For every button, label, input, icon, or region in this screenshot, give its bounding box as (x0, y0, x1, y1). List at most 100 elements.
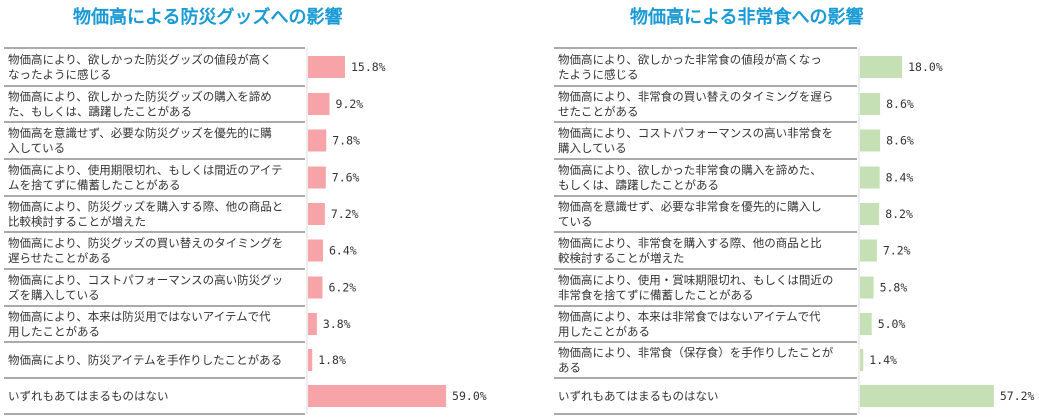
bar (860, 239, 877, 262)
value-label: 7.2% (331, 207, 359, 221)
bar (308, 93, 330, 115)
category-label: 物価高により、防災グッズを購入する際、他の商品と (8, 200, 283, 214)
value-label: 57.2% (1000, 389, 1035, 403)
category-label: ムを捨てずに備蓄したことがある (8, 178, 181, 192)
category-label: たように感じる (558, 68, 639, 82)
value-label: 1.4% (869, 353, 897, 367)
bar (308, 385, 447, 407)
category-label: 物価高により、使用・賞味期限切れ、もしくは間近の (558, 273, 833, 287)
category-label: 物価高により、欲しかった防災グッズの購入を諦め (8, 90, 272, 104)
category-label: 物価高により、防災グッズの買い替えのタイミングを (8, 236, 283, 250)
value-label: 8.4% (886, 171, 914, 185)
bar (308, 313, 317, 335)
category-label: 物価高を意識せず、必要な非常食を優先的に購入し (558, 200, 822, 214)
chart-panel-emergency-food: 物価高による非常食への影響 物価高により、欲しかった非常食の値段が高くなっ たよう… (548, 0, 1039, 418)
bar (308, 166, 326, 189)
category-label: 購入している (558, 141, 627, 155)
bar (860, 93, 881, 115)
category-label: もしくは、躊躇したことがある (558, 178, 719, 192)
bar (308, 56, 345, 78)
category-label: 用したことがある (558, 325, 650, 339)
value-label: 6.4% (329, 244, 357, 258)
bar (308, 129, 327, 152)
category-label: 較検討することが増えた (558, 251, 685, 265)
category-label: 物価高により、コストパフォーマンスの高い防災グッ (8, 273, 283, 287)
bar (308, 349, 313, 371)
chart-title: 物価高による防災グッズへの影響 (73, 7, 343, 28)
category-label: ている (558, 215, 593, 229)
bar (860, 313, 872, 335)
category-label: 入している (8, 141, 65, 155)
chart-svg-disaster-goods: 物価高により、欲しかった防災グッズの値段が高くなったように感じる15.8%物価高… (4, 47, 487, 415)
category-label: ある (558, 361, 581, 375)
bar (308, 276, 323, 299)
bar-row: いずれもあてはまるものはない 59.0% (4, 385, 487, 415)
category-label: なったように感じる (8, 68, 112, 82)
category-label: 物価高により、使用期限切れ、もしくは間近のアイテ (8, 163, 283, 177)
category-label: 物価高により、防災アイテムを手作りしたことがある (8, 353, 282, 367)
value-label: 15.8% (351, 60, 386, 74)
value-label: 7.8% (332, 134, 360, 148)
category-label: せたことがある (558, 105, 639, 119)
value-label: 59.0% (452, 389, 487, 403)
chart-title: 物価高による非常食への影響 (630, 7, 864, 28)
value-label: 5.0% (878, 317, 906, 331)
category-label: 物価高により、本来は防災用ではないアイテムで代 (8, 310, 271, 324)
value-label: 1.8% (318, 353, 346, 367)
value-label: 8.2% (885, 207, 913, 221)
category-label: 物価高により、非常食（保存食）を手作りしたことが (558, 346, 834, 360)
value-label: 5.8% (880, 281, 908, 295)
category-label: 非常食を捨てずに備蓄したことがある (558, 288, 754, 302)
category-label: 比較検討することが増えた (8, 215, 146, 229)
bar-row: 物価高により、防災アイテムを手作りしたことがある 1.8% (4, 349, 346, 379)
category-label: 物価高により、コストパフォーマンスの高い非常食を (558, 126, 833, 140)
bar-row: 物価高により、欲しかった非常食の購入を諦めた、もしくは、躊躇したことがある 8.4… (554, 163, 914, 197)
bar (860, 203, 880, 225)
category-label: 物価高により、欲しかった非常食の購入を諦めた、 (558, 163, 822, 177)
bar (860, 166, 880, 189)
bar (860, 349, 864, 371)
bar (860, 276, 874, 299)
value-label: 8.6% (886, 97, 914, 111)
category-label: いずれもあてはまるものはない (558, 389, 719, 403)
category-label: 遅らせたことがある (8, 251, 111, 265)
value-label: 7.2% (883, 244, 911, 258)
category-label: 物価高により、非常食の買い替えのタイミングを遅ら (558, 90, 833, 104)
value-label: 6.2% (329, 281, 357, 295)
category-label: 物価高により、非常食を購入する際、他の商品と比 (558, 236, 822, 250)
value-label: 18.0% (908, 60, 943, 74)
category-label: ズを購入している (8, 288, 100, 302)
category-label: 物価高を意識せず、必要な防災グッズを優先的に購 (8, 126, 272, 140)
chart-panel-disaster-goods: 物価高による防災グッズへの影響 物価高により、欲しかった防災グッズの値段が高くな… (0, 0, 512, 418)
category-label: いずれもあてはまるものはない (8, 389, 169, 403)
value-label: 8.6% (886, 134, 914, 148)
bar (860, 385, 994, 407)
bar (308, 239, 323, 262)
category-label: た、もしくは、躊躇したことがある (8, 105, 192, 119)
value-label: 7.6% (332, 171, 360, 185)
bar-row: いずれもあてはまるものはない 57.2% (554, 385, 1035, 415)
bar-row: 物価高により、使用・賞味期限切れ、もしくは間近の非常食を捨てずに備蓄したことがあ… (554, 273, 908, 307)
category-label: 物価高により、欲しかった防災グッズの値段が高く (8, 53, 272, 67)
bar (860, 56, 903, 78)
category-label: 物価高により、本来は非常食ではないアイテムで代 (558, 310, 821, 324)
category-label: 用したことがある (8, 325, 100, 339)
category-label: 物価高により、欲しかった非常食の値段が高くなっ (558, 53, 822, 67)
bar (308, 203, 325, 225)
bar (860, 129, 881, 152)
bar-row: 物価高により、非常食（保存食）を手作りしたことがある 1.4% (554, 346, 897, 379)
